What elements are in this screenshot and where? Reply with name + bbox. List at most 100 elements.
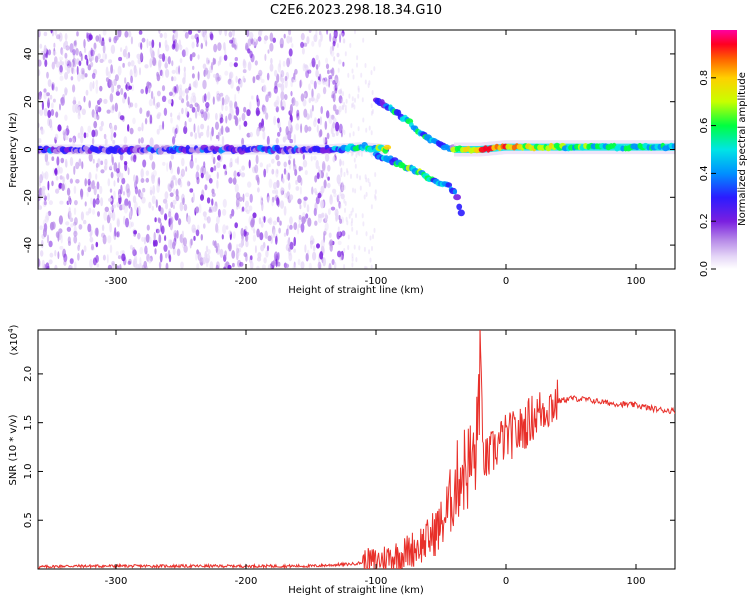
- spectrogram-noise-mark: [363, 194, 366, 200]
- spectrogram-noise-mark: [123, 215, 126, 225]
- spectrogram-noise-mark: [46, 71, 49, 79]
- spectrogram-noise-mark: [73, 40, 77, 47]
- spectrogram-noise-mark: [162, 161, 166, 166]
- spectrogram-noise-mark: [51, 83, 54, 91]
- spectrogram-noise-mark: [157, 47, 160, 58]
- spectrogram-noise-mark: [117, 30, 122, 38]
- spectrogram-noise-mark: [240, 172, 246, 178]
- spectrogram-noise-mark: [97, 53, 101, 60]
- spectrogram-noise-mark: [174, 42, 179, 52]
- spectrogram-noise-mark: [356, 173, 359, 179]
- spectrogram-noise-mark: [72, 50, 76, 61]
- spectrogram-noise-mark: [172, 126, 176, 134]
- spectrogram-noise-mark: [96, 114, 100, 121]
- spectrogram-noise-mark: [326, 132, 330, 140]
- spectrogram-noise-mark: [219, 117, 224, 124]
- spectrogram-feature-mark: [457, 209, 465, 217]
- spectrogram-noise-mark: [191, 107, 196, 113]
- spectrogram-noise-mark: [368, 80, 371, 86]
- spectrogram-noise-mark: [265, 112, 269, 120]
- spectrogram-noise-mark: [145, 233, 150, 243]
- spectrogram-noise-mark: [184, 120, 187, 128]
- spectrogram-noise-mark: [133, 230, 138, 235]
- spectrogram-noise-mark: [209, 33, 214, 41]
- spectrogram-noise-mark: [50, 125, 53, 131]
- spectrogram-noise-mark: [38, 205, 43, 210]
- spectrogram-noise-mark: [69, 156, 74, 167]
- spectrogram-noise-mark: [158, 54, 163, 59]
- spectrogram-noise-mark: [191, 73, 195, 79]
- spectrogram-noise-mark: [324, 77, 328, 82]
- spectrogram-noise-mark: [249, 50, 253, 59]
- spectrogram-noise-mark: [110, 171, 114, 179]
- spectrogram-noise-mark: [276, 95, 280, 106]
- spectrogram-noise-mark: [276, 197, 280, 206]
- spectrogram-noise-mark: [173, 230, 178, 238]
- spectrogram-noise-mark: [54, 133, 59, 141]
- spectrogram-noise-mark: [256, 228, 260, 238]
- spectrogram-noise-mark: [300, 32, 305, 41]
- spectrogram-noise-mark: [118, 193, 121, 199]
- colorbar-tick-label: 0.2: [699, 213, 710, 229]
- spectrogram-noise-mark: [276, 117, 280, 124]
- spectrogram-noise-mark: [256, 94, 259, 103]
- spectrogram-noise-mark: [224, 171, 227, 177]
- spectrogram-noise-mark: [183, 66, 186, 73]
- spectrogram-noise-mark: [267, 49, 270, 54]
- spectrogram-noise-mark: [277, 83, 282, 88]
- spectrogram-noise-mark: [332, 122, 336, 129]
- spectrogram-noise-mark: [60, 233, 63, 244]
- spectrogram-noise-mark: [370, 204, 373, 210]
- spectrogram-noise-mark: [260, 244, 265, 252]
- spectrogram-noise-mark: [227, 127, 230, 133]
- spectrogram-noise-mark: [185, 93, 189, 102]
- spectrogram-noise-mark: [242, 75, 245, 83]
- spectrogram-noise-mark: [172, 136, 176, 145]
- spectrogram-noise-mark: [315, 64, 319, 70]
- spectrogram-noise-mark: [111, 260, 115, 266]
- spectrogram-noise-mark: [367, 178, 370, 183]
- spectrogram-noise-mark: [319, 116, 322, 126]
- spectrogram-noise-mark: [117, 255, 122, 260]
- spectrogram-noise-mark: [249, 101, 252, 110]
- spectrogram-noise-mark: [66, 65, 71, 74]
- spectrogram-noise-mark: [254, 60, 258, 66]
- spectrogram-noise-mark: [279, 220, 282, 226]
- spectrogram-noise-mark: [73, 235, 78, 244]
- spectrogram-noise-mark: [40, 250, 44, 257]
- spectrogram-noise-mark: [259, 162, 263, 168]
- spectrogram-noise-mark: [332, 80, 336, 85]
- spectrogram-noise-mark: [222, 208, 227, 216]
- spectrogram-noise-mark: [183, 30, 188, 33]
- spectrogram-noise-mark: [234, 57, 238, 62]
- spectrogram-noise-mark: [129, 210, 132, 218]
- spectrogram-noise-mark: [315, 196, 320, 205]
- spectrogram-noise-mark: [224, 30, 228, 37]
- spectrogram-noise-mark: [64, 114, 68, 121]
- spectrogram-noise-mark: [178, 84, 183, 90]
- spectrogram-noise-mark: [200, 109, 205, 115]
- spectrogram-noise-mark: [43, 200, 47, 206]
- spectrogram-noise-mark: [297, 175, 302, 183]
- spectrogram-noise-mark: [258, 217, 262, 225]
- spectrogram-noise-mark: [116, 219, 120, 228]
- spectrogram-noise-mark: [132, 117, 136, 125]
- spectrogram-noise-mark: [77, 252, 80, 261]
- spectrogram-noise-mark: [370, 103, 373, 109]
- spectrogram-noise-mark: [144, 118, 148, 125]
- spectrogram-noise-mark: [255, 74, 260, 80]
- spectrogram-noise-mark: [305, 69, 309, 79]
- spectrogram-noise-mark: [328, 232, 332, 238]
- spectrogram-noise-mark: [113, 190, 116, 200]
- spectrogram-noise-mark: [352, 187, 354, 193]
- spectrogram-noise-mark: [139, 192, 144, 198]
- spectrogram-noise-mark: [95, 35, 99, 42]
- spectrogram-noise-mark: [73, 230, 78, 237]
- spectrogram-noise-mark: [160, 207, 164, 215]
- spectrogram-noise-mark: [217, 155, 221, 161]
- spectrogram-noise-mark: [336, 83, 339, 88]
- spectrogram-noise-mark: [360, 151, 363, 157]
- spectrogram-noise-mark: [327, 164, 331, 172]
- spectrogram-noise-mark: [267, 235, 272, 242]
- spectrogram-noise-mark: [311, 88, 314, 99]
